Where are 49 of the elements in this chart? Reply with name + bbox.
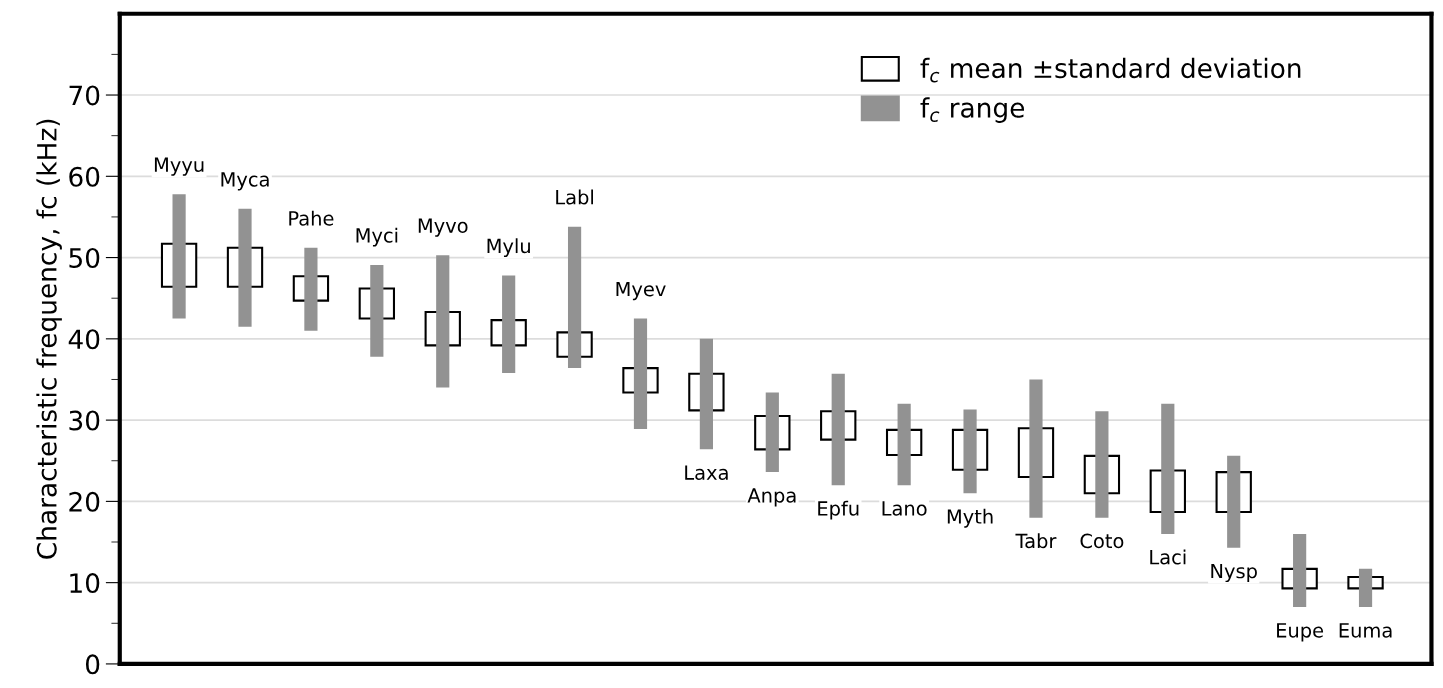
bar [765,392,779,473]
bar [1227,455,1241,548]
bar [1293,533,1307,608]
x-tick-label: Myvo [418,218,468,237]
x-tick-label: Lano [882,501,927,516]
x-tick-label: Coto [1080,533,1124,549]
x-tick-label: Euma [1339,623,1392,638]
x-tick-label: Myev [616,281,666,301]
y-tick-label: 60 [69,166,100,187]
x-tick-label: Tabr [1015,533,1057,549]
y-tick-label: 0 [85,654,100,675]
bar [238,208,252,327]
x-tick-label: Laci [1150,549,1186,565]
x-tick-label: Pahe [289,210,334,226]
y-tick-label: 70 [69,85,100,106]
bar [897,403,911,486]
bar [1095,411,1109,518]
bar [370,264,384,357]
x-tick-label: Anpa [747,488,796,507]
x-tick-label: Labl [556,189,593,205]
x-tick-label: Laxa [685,465,728,481]
bar [831,373,845,486]
bar [963,409,977,494]
y-tick-label: 10 [70,573,100,594]
bar [172,194,186,319]
x-tick-label: Myth [947,508,993,528]
legend-label: f$_{c}$ range [920,97,1024,123]
x-tick-label: Myca [221,172,269,191]
bar [304,247,318,331]
y-tick-label: 20 [69,491,100,512]
bar [436,255,450,388]
x-tick-label: Myyu [154,157,204,176]
y-tick-label: 30 [69,410,100,431]
bar [502,275,516,373]
y-tick-label: 50 [69,248,100,268]
x-tick-label: Myci [356,227,398,247]
legend-label: f$_{c}$ mean ±standard deviation [920,57,1301,83]
bar [1358,568,1373,608]
x-tick-label: Mylu [487,238,530,258]
x-tick-label: Nysp [1211,563,1257,583]
bar [1161,403,1175,534]
bar [699,338,713,450]
bar [1029,379,1043,518]
y-tick-label: 40 [68,329,100,350]
x-tick-label: Eupe [1277,623,1324,642]
bar [567,226,582,369]
y-axis-title: Characteristic frequency, fc (kHz) [36,119,62,559]
x-tick-label: Epfu [818,500,859,520]
bar [633,318,648,430]
